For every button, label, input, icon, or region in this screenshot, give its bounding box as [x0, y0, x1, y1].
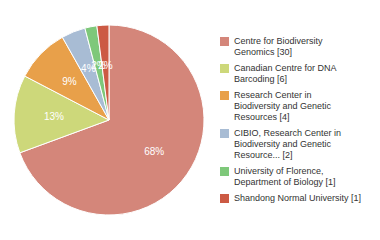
html-text:Canadian Centre for DNA Barcod: Canadian Centre for DNA Barcoding [6]: [234, 63, 337, 84]
html-text:Centre for Biodiversity Genomi: Centre for Biodiversity Genomics [30]: [234, 36, 323, 57]
svg-text:4%: 4%: [81, 63, 96, 75]
svg-text:9%: 9%: [62, 76, 77, 87]
html-text:Shandong Normal University [1]: Shandong Normal University [1]: [234, 193, 362, 203]
html-text:CIBIO, Research Center in Biod: CIBIO, Research Center in Biodiversity a…: [234, 128, 341, 160]
svg-text:2%: 2%: [98, 60, 113, 71]
html-text:University of Florence, Depart: University of Florence, Department of Bi…: [234, 166, 336, 187]
svg-text:68%: 68%: [144, 146, 164, 157]
svg-text:13%: 13%: [44, 111, 64, 122]
html-text:Research Center in Biodiversit: Research Center in Biodiversity and Gene…: [234, 90, 332, 122]
